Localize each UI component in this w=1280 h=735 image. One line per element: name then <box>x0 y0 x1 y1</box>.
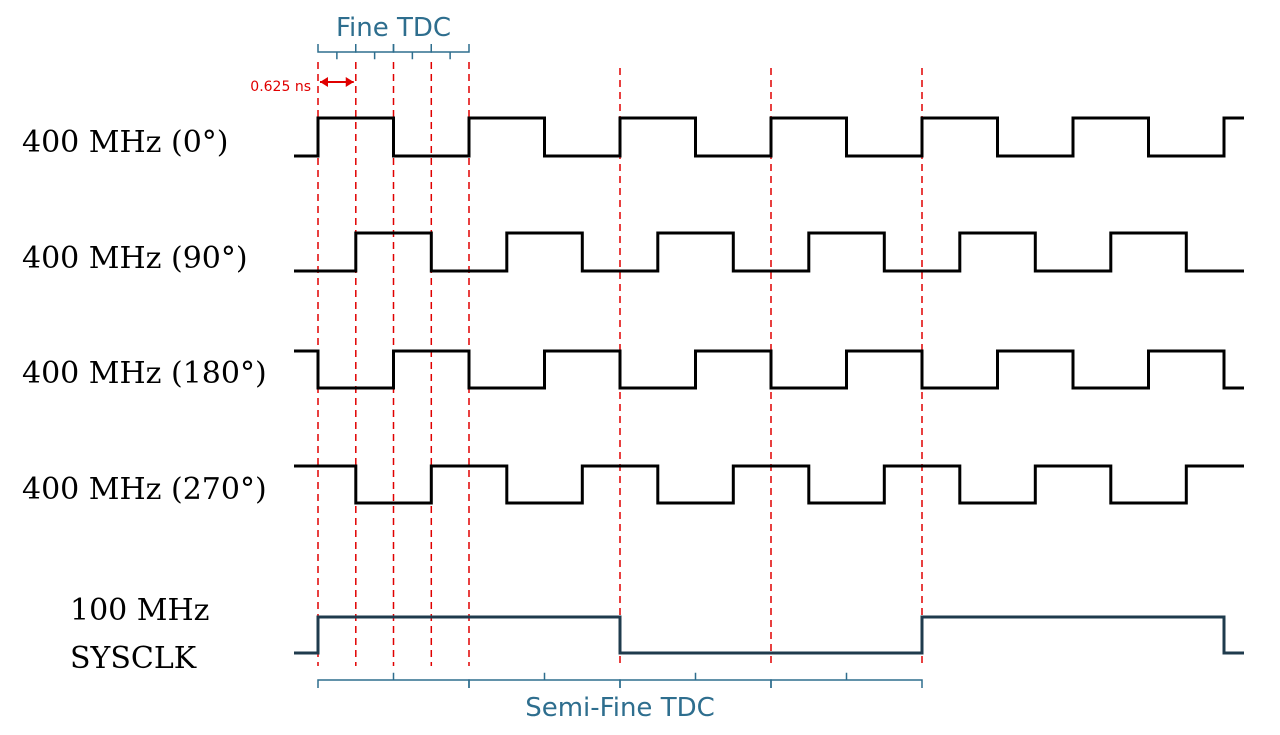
fine-tdc-bracket-segment-1 <box>355 44 395 60</box>
fine-tdc-bracket-segment-0 <box>317 44 357 60</box>
resolution-arrow-head-left <box>320 77 328 87</box>
signal-label-90deg: 400 MHz (90°) <box>22 241 248 276</box>
semi-fine-tdc-bracket-segment-2 <box>619 672 772 688</box>
signal-label-0deg: 400 MHz (0°) <box>22 125 229 160</box>
resolution-label: 0.625 ns <box>250 79 311 95</box>
waveform-270deg <box>294 464 1244 505</box>
waveform-90deg <box>294 231 1244 273</box>
fine-tdc-label: Fine TDC <box>336 13 451 43</box>
fine-tdc-bracket-segment-2 <box>392 44 432 60</box>
signal-label-sysclk-line1: 100 MHz <box>70 593 209 628</box>
waveform-180deg <box>294 349 1244 390</box>
signal-labels: 400 MHz (0°) 400 MHz (90°) 400 MHz (180°… <box>22 125 267 676</box>
fine-tdc-bracket-segment-3 <box>430 44 470 60</box>
resolution-arrow-head-right <box>345 77 354 87</box>
waveform-0deg <box>294 116 1244 158</box>
semi-fine-tdc-bracket-segment-1 <box>468 672 621 688</box>
signal-label-sysclk-line2: SYSCLK <box>70 641 197 676</box>
resolution-annotation: 0.625 ns <box>250 77 354 95</box>
tdc-brackets: Fine TDC Semi-Fine TDC <box>317 13 923 723</box>
waveform-sysclk <box>294 615 1244 655</box>
signal-label-270deg: 400 MHz (270°) <box>22 472 267 507</box>
semi-fine-tdc-bracket-segment-0 <box>317 672 470 688</box>
semi-fine-tdc-label: Semi-Fine TDC <box>525 693 715 723</box>
waveforms <box>294 116 1244 655</box>
semi-fine-tdc-bracket-segment-3 <box>770 672 923 688</box>
signal-label-180deg: 400 MHz (180°) <box>22 356 267 391</box>
